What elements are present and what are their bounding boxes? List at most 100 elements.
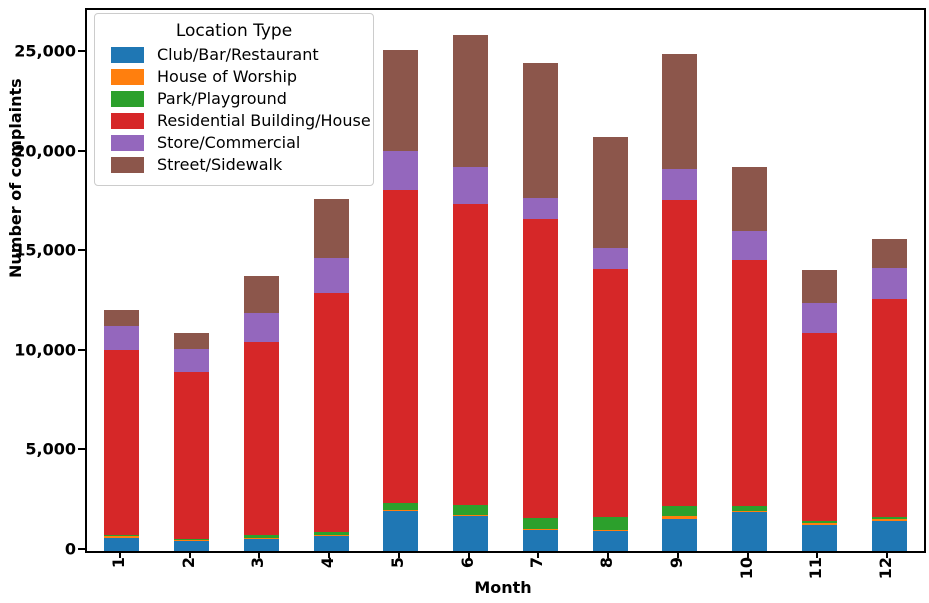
x-tick-label: 11 [806, 557, 826, 580]
bar-segment [522, 517, 558, 530]
bar-segment [732, 512, 768, 551]
bar-segment [592, 531, 628, 551]
bar-segment [522, 530, 558, 551]
y-tick-mark [78, 448, 85, 451]
bar-segment [801, 303, 837, 334]
legend: Location Type Club/Bar/Restaurant House o… [94, 13, 374, 186]
y-tick-label: 5,000 [25, 439, 76, 459]
x-tick-mark [607, 551, 610, 558]
legend-swatch-icon [111, 156, 144, 173]
x-tick-label: 10 [736, 557, 756, 580]
bar-month-7 [522, 10, 558, 551]
bar-segment [732, 259, 768, 506]
bar-segment [383, 502, 419, 511]
bar-segment [871, 268, 907, 299]
bar-segment [453, 166, 489, 205]
bar-segment [104, 349, 140, 536]
y-tick-mark [78, 548, 85, 550]
bar-month-3 [243, 10, 279, 551]
bar-segment [522, 529, 558, 531]
y-tick-label: 0 [64, 539, 76, 559]
bar-segment [383, 510, 419, 512]
legend-items: Club/Bar/Restaurant House of Worship Park/… [105, 45, 371, 174]
legend-item-label: Park/Playground [157, 89, 287, 108]
bar-month-9 [662, 10, 698, 551]
x-tick-mark [676, 551, 679, 558]
legend-item: Club/Bar/Restaurant [105, 45, 363, 64]
x-tick-label: 5 [387, 557, 407, 569]
bar-segment [801, 333, 837, 522]
bar-month-12 [871, 10, 907, 551]
bar-segment [732, 510, 768, 513]
bar-segment [243, 276, 279, 313]
bar-segment [313, 531, 349, 536]
bar-segment [174, 348, 210, 373]
x-tick-label: 3 [248, 557, 268, 569]
bar-segment [453, 504, 489, 516]
legend-item: Street/Sidewalk [105, 155, 363, 174]
legend-swatch-icon [111, 134, 144, 151]
bar-segment [243, 537, 279, 539]
bar-segment [732, 231, 768, 260]
bar-month-8 [592, 10, 628, 551]
bar-segment [383, 511, 419, 551]
legend-swatch-icon [111, 112, 144, 129]
bar-segment [662, 506, 698, 516]
x-tick-mark [328, 551, 331, 558]
bar-segment [592, 516, 628, 531]
legend-swatch-icon [111, 68, 144, 85]
bar-segment [243, 341, 279, 535]
bar-segment [871, 519, 907, 522]
x-tick-mark [816, 551, 819, 558]
x-tick-label: 7 [527, 557, 547, 569]
bar-segment [453, 515, 489, 517]
bar-segment [801, 269, 837, 304]
x-tick-mark [746, 551, 749, 558]
bar-segment [732, 505, 768, 511]
x-tick-mark [467, 551, 470, 558]
bar-segment [592, 136, 628, 248]
bar-segment [174, 541, 210, 551]
x-tick-label: 12 [876, 557, 896, 580]
x-tick-label: 1 [108, 557, 128, 569]
x-axis-label: Month [474, 578, 532, 597]
legend-item-label: Residential Building/House [157, 111, 371, 130]
x-tick-label: 8 [597, 557, 617, 569]
bar-segment [104, 535, 140, 537]
legend-item-label: Store/Commercial [157, 133, 301, 152]
bar-segment [732, 166, 768, 231]
bar-segment [453, 204, 489, 505]
y-tick-mark [78, 348, 85, 351]
bar-segment [662, 53, 698, 169]
bar-segment [243, 312, 279, 342]
bar-segment [522, 63, 558, 198]
bar-segment [522, 219, 558, 518]
bar-month-11 [801, 10, 837, 551]
bar-segment [871, 238, 907, 269]
legend-swatch-icon [111, 46, 144, 63]
x-tick-mark [886, 551, 889, 558]
bar-segment [871, 517, 907, 520]
bar-segment [104, 325, 140, 350]
bar-segment [243, 534, 279, 538]
bar-segment [592, 269, 628, 517]
plot-area [85, 8, 926, 553]
bar-segment [174, 372, 210, 540]
x-tick-label: 2 [178, 557, 198, 569]
bar-segment [174, 540, 210, 542]
bar-segment [313, 535, 349, 537]
bar-month-10 [732, 10, 768, 551]
y-tick-mark [78, 50, 85, 53]
x-tick-mark [258, 551, 261, 558]
bar-month-2 [174, 10, 210, 551]
y-tick-label: 10,000 [14, 340, 76, 360]
legend-item: House of Worship [105, 67, 363, 86]
legend-item-label: Club/Bar/Restaurant [157, 45, 319, 64]
bar-segment [662, 518, 698, 551]
legend-item: Park/Playground [105, 89, 363, 108]
bar-segment [243, 538, 279, 551]
bar-segment [801, 523, 837, 526]
x-tick-label: 9 [666, 557, 686, 569]
bar-segment [453, 516, 489, 551]
